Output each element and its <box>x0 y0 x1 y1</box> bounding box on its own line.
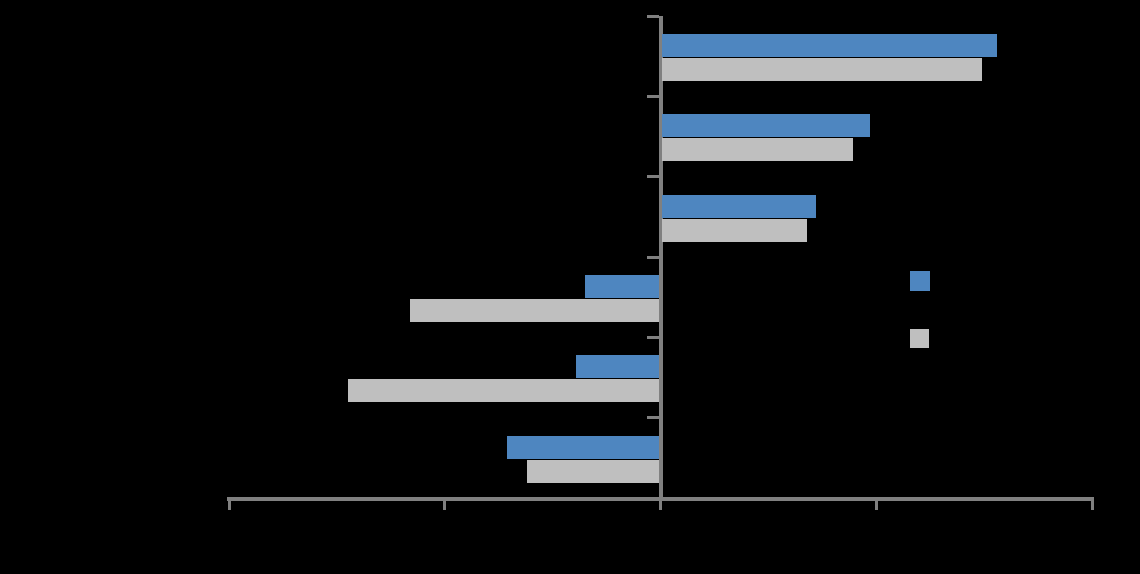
y-axis-line <box>658 16 663 498</box>
bar-series-blue-group-2 <box>662 114 870 138</box>
y-axis-tick <box>646 335 659 339</box>
y-axis-tick <box>646 255 659 259</box>
y-axis-tick <box>646 175 659 179</box>
y-axis-tick <box>646 94 659 98</box>
x-axis-tick <box>659 499 662 510</box>
legend <box>905 265 1025 360</box>
x-axis-tick <box>227 499 231 510</box>
x-axis-tick <box>874 499 878 510</box>
bar-series-blue-group-6 <box>507 435 659 459</box>
legend-swatch-gray <box>910 329 929 348</box>
bar-series-gray-group-2 <box>662 138 853 162</box>
bar-series-blue-group-1 <box>662 34 998 57</box>
bar-series-gray-group-3 <box>662 218 808 242</box>
x-axis-tick <box>443 499 447 510</box>
bar-series-blue-group-4 <box>584 275 659 298</box>
bar-series-gray-group-6 <box>526 459 659 483</box>
bar-series-blue-group-5 <box>576 355 659 379</box>
bar-series-gray-group-4 <box>410 299 659 322</box>
y-axis-tick <box>646 14 659 18</box>
bar-series-blue-group-3 <box>662 194 816 218</box>
bar-series-gray-group-5 <box>347 379 659 403</box>
bar-series-gray-group-1 <box>662 58 982 81</box>
x-axis-tick <box>1090 499 1094 510</box>
legend-swatch-blue <box>910 271 930 291</box>
x-axis-line <box>227 496 1094 501</box>
y-axis-tick <box>646 416 659 420</box>
